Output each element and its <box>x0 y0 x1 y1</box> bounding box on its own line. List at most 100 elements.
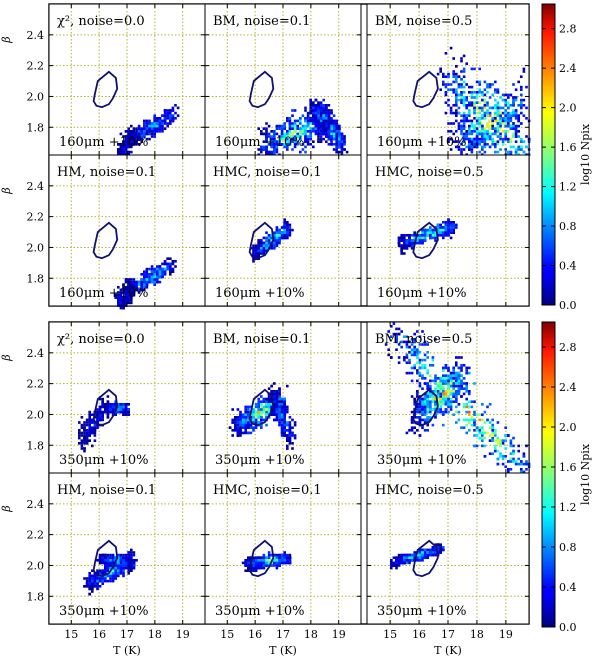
heatmap-pixel <box>127 283 130 286</box>
heatmap-pixel <box>475 429 479 432</box>
heatmap-pixel <box>254 416 258 419</box>
heatmap-pixel <box>468 140 471 143</box>
heatmap-pixel <box>442 395 445 398</box>
heatmap-pixel <box>117 410 120 414</box>
heatmap-pixel <box>283 228 286 232</box>
heatmap-pixel <box>421 330 424 333</box>
heatmap-pixel <box>475 137 479 141</box>
heatmap-pixel <box>501 455 505 458</box>
heatmap-pixel <box>494 429 497 432</box>
heatmap-pixel <box>397 236 401 240</box>
heatmap-pixel <box>135 127 138 130</box>
heatmap-pixel <box>234 426 237 429</box>
heatmap-pixel <box>421 343 424 346</box>
heatmap-pixel <box>286 236 289 240</box>
heatmap-pixel <box>140 288 143 292</box>
heatmap-pixel <box>462 104 466 107</box>
heatmap-pixel <box>405 340 409 344</box>
heatmap-pixel <box>520 111 523 115</box>
heatmap-pixel <box>494 80 497 84</box>
heatmap-pixel <box>512 452 515 455</box>
heatmap-pixel <box>413 351 416 354</box>
heatmap-pixel <box>509 460 513 463</box>
heatmap-pixel <box>520 101 523 104</box>
heatmap-pixel <box>117 405 120 409</box>
heatmap-pixel <box>267 400 271 403</box>
heatmap-pixel <box>286 405 289 409</box>
heatmap-pixel <box>280 137 284 141</box>
heatmap-pixel <box>260 395 263 398</box>
heatmap-pixel <box>96 423 99 427</box>
heatmap-pixel <box>403 358 406 362</box>
heatmap-pixel <box>470 119 474 123</box>
heatmap-pixel <box>161 275 164 279</box>
heatmap-pixel <box>418 361 422 364</box>
heatmap-pixel <box>486 85 489 89</box>
heatmap-pixel <box>512 444 515 448</box>
heatmap-pixel <box>405 361 409 364</box>
heatmap-pixel <box>501 442 505 445</box>
heatmap-pixel <box>304 145 307 149</box>
heatmap-pixel <box>296 135 299 138</box>
heatmap-pixel <box>332 127 336 130</box>
heatmap-pixel <box>239 421 242 424</box>
heatmap-pixel <box>465 384 468 388</box>
heatmap-pixel <box>468 101 471 104</box>
heatmap-pixel <box>478 117 481 120</box>
heatmap-pixel <box>145 273 149 276</box>
heatmap-pixel <box>423 340 427 344</box>
heatmap-pixel <box>262 397 266 401</box>
heatmap-pixel <box>439 228 442 232</box>
heatmap-pixel <box>514 88 518 91</box>
heatmap-pixel <box>119 301 123 305</box>
heatmap-pixel <box>509 104 513 107</box>
heatmap-pixel <box>236 416 240 419</box>
heatmap-pixel <box>91 421 94 424</box>
heatmap-pixel <box>496 130 500 133</box>
heatmap-pixel <box>325 119 328 123</box>
heatmap-pixel <box>512 460 515 463</box>
heatmap-pixel <box>96 421 99 424</box>
heatmap-pixel <box>275 127 279 130</box>
heatmap-pixel <box>421 377 424 380</box>
heatmap-pixel <box>447 98 450 102</box>
heatmap-pixel <box>158 280 162 284</box>
heatmap-pixel <box>137 124 141 128</box>
heatmap-pixel <box>434 236 437 240</box>
heatmap-pixel <box>117 143 120 146</box>
heatmap-pixel <box>460 387 463 390</box>
heatmap-pixel <box>278 127 281 130</box>
heatmap-pixel <box>491 117 494 120</box>
heatmap-pixel <box>470 132 474 136</box>
heatmap-pixel <box>468 137 471 141</box>
heatmap-pixel <box>517 114 520 117</box>
heatmap-pixel <box>455 356 458 359</box>
heatmap-pixel <box>148 280 151 284</box>
heatmap-pixel <box>496 421 500 424</box>
heatmap-pixel <box>423 236 427 240</box>
heatmap-pixel <box>169 111 172 115</box>
heatmap-pixel <box>306 143 310 146</box>
heatmap-pixel <box>78 436 81 440</box>
heatmap-pixel <box>111 405 115 409</box>
heatmap-pixel <box>236 423 240 427</box>
y-tick-label: 2.2 <box>27 378 45 391</box>
heatmap-pixel <box>403 356 406 359</box>
heatmap-pixel <box>520 462 523 466</box>
heatmap-pixel <box>481 124 484 128</box>
heatmap-pixel <box>517 124 520 128</box>
heatmap-pixel <box>452 111 455 115</box>
heatmap-pixel <box>80 447 84 450</box>
heatmap-pixel <box>283 397 286 401</box>
heatmap-pixel <box>124 150 128 154</box>
heatmap-pixel <box>283 218 286 221</box>
heatmap-pixel <box>153 270 156 273</box>
heatmap-pixel <box>91 429 94 432</box>
heatmap-pixel <box>410 353 414 357</box>
heatmap-pixel <box>254 426 258 429</box>
heatmap-pixel <box>283 400 286 403</box>
heatmap-pixel <box>254 413 258 416</box>
heatmap-pixel <box>478 429 481 432</box>
heatmap-pixel <box>517 444 520 448</box>
heatmap-pixel <box>397 361 401 364</box>
